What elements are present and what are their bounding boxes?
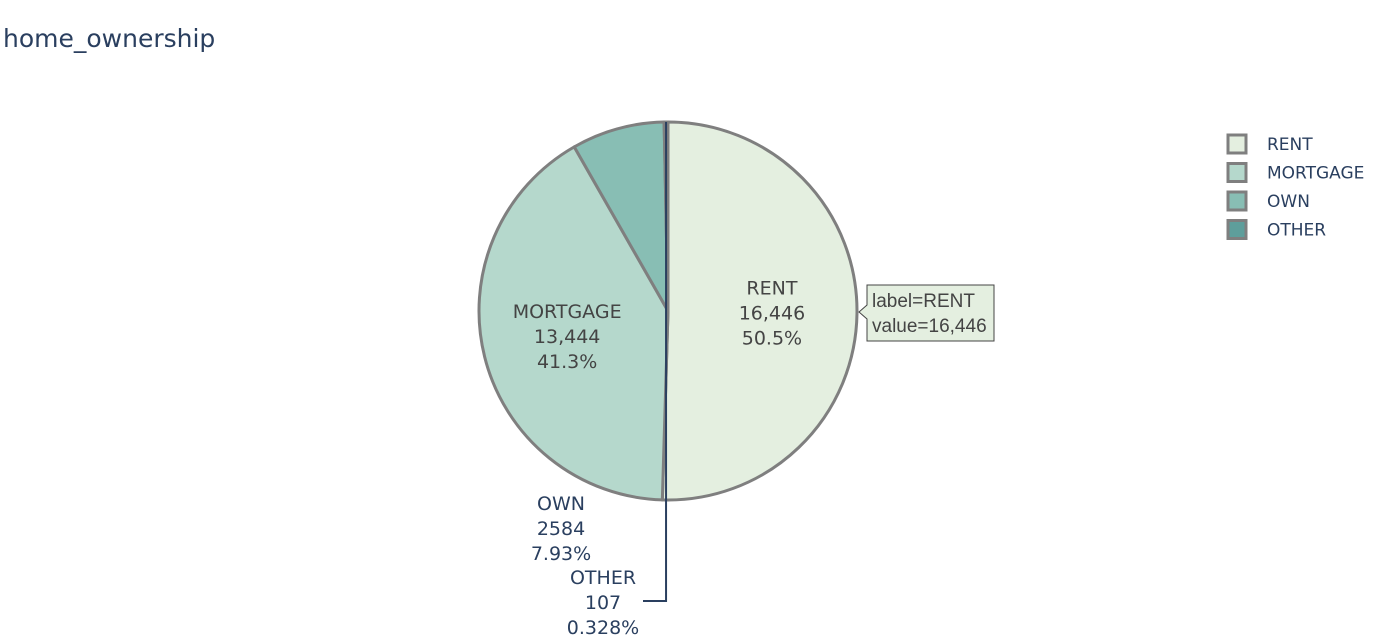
legend-item-mortgage[interactable]: MORTGAGE	[1226, 162, 1364, 184]
legend-item-other[interactable]: OTHER	[1226, 219, 1326, 241]
hover-tooltip-box	[858, 284, 995, 342]
slice-value-label-other: 107	[585, 592, 621, 614]
slice-name-label-own: OWN	[537, 493, 585, 515]
slice-percent-label-rent: 50.5%	[742, 328, 802, 350]
legend-label-own: OWN	[1267, 192, 1310, 212]
slice-percent-label-own: 7.93%	[531, 543, 591, 565]
slice-value-label-rent: 16,446	[739, 303, 805, 325]
pie-slice-mortgage[interactable]	[477, 145, 670, 502]
slice-name-label-other: OTHER	[570, 567, 636, 589]
legend-swatch-rent	[1226, 133, 1248, 155]
hover-tooltip: label=RENT value=16,446	[858, 284, 995, 342]
slice-value-label-own: 2584	[537, 518, 585, 540]
slice-percent-label-other: 0.328%	[567, 617, 639, 639]
legend-label-mortgage: MORTGAGE	[1267, 164, 1364, 184]
legend-swatch-other	[1226, 219, 1248, 240]
pie-slice-rent[interactable]	[660, 120, 859, 502]
hover-label-text: label=RENT	[872, 291, 975, 312]
pie-slice-labels: RENT 16,446 50.5% MORTGAGE 13,444 41.3% OWN 258…	[513, 122, 805, 639]
slice-name-label-mortgage: MORTGAGE	[513, 301, 622, 323]
legend-label-rent: RENT	[1267, 135, 1313, 155]
slice-percent-label-mortgage: 41.3%	[537, 351, 597, 373]
slice-value-label-mortgage: 13,444	[534, 326, 600, 348]
leader-line-other	[643, 122, 668, 602]
legend-item-rent[interactable]: RENT	[1226, 133, 1313, 155]
legend-item-own[interactable]: OWN	[1226, 190, 1310, 212]
legend-swatch-own	[1226, 190, 1248, 212]
chart-title: home_ownership	[3, 24, 215, 53]
legend: RENT MORTGAGE OWN OTHER	[1226, 133, 1364, 241]
legend-swatch-mortgage	[1226, 162, 1248, 183]
pie-slice-own[interactable]	[572, 120, 670, 313]
slice-name-label-rent: RENT	[746, 278, 797, 300]
hover-value-text: value=16,446	[872, 316, 987, 337]
pie-slices	[477, 120, 859, 502]
legend-label-other: OTHER	[1267, 221, 1326, 241]
